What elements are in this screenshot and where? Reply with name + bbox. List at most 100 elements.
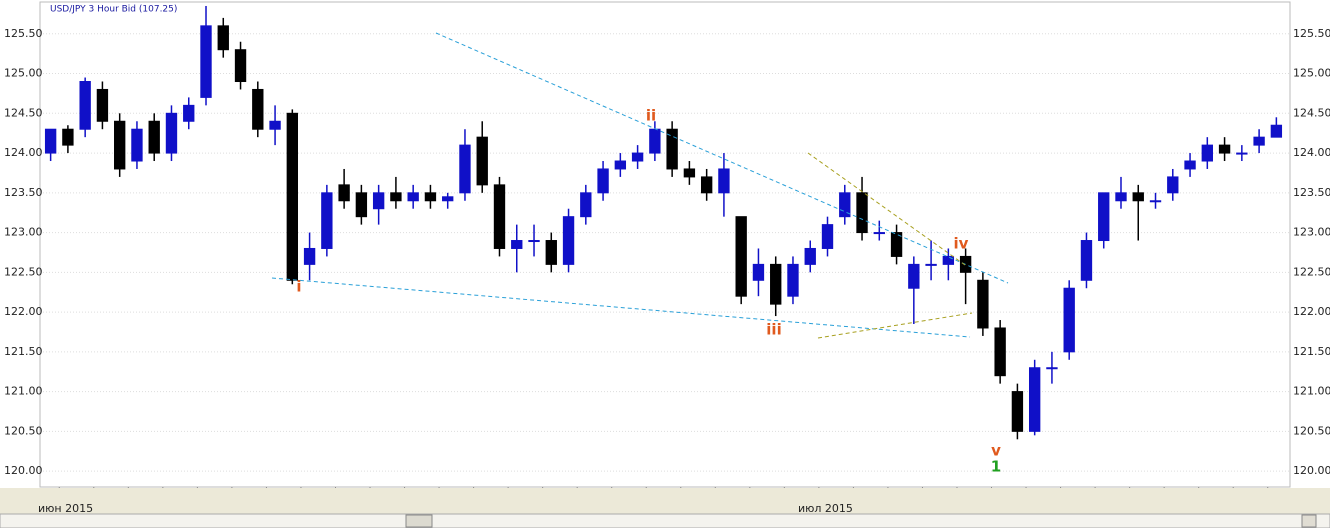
candle-body	[1098, 192, 1110, 242]
candle-body	[234, 49, 247, 83]
candle-body	[269, 120, 281, 130]
y-tick-label: 122.50	[1293, 265, 1330, 278]
candle-body	[1253, 136, 1265, 146]
candle-body	[131, 128, 143, 162]
candle-body	[908, 263, 920, 289]
wave-label: ii	[646, 107, 656, 125]
y-tick-label: 120.00	[1293, 464, 1330, 477]
candle-body	[165, 112, 178, 154]
y-tick-label: 120.00	[4, 464, 43, 477]
candle-body	[114, 120, 126, 170]
wave-label: iv	[954, 235, 969, 253]
candle-body	[1167, 176, 1179, 194]
trendline	[435, 32, 1009, 284]
plot-frame	[39, 1, 1291, 488]
candle-body	[839, 192, 851, 218]
candle-body	[96, 88, 109, 122]
candle-body	[1218, 144, 1231, 154]
trendline	[817, 312, 973, 339]
candle-body	[856, 192, 868, 234]
candle-body	[44, 128, 57, 154]
candle-body	[804, 247, 816, 265]
candle-body	[476, 136, 488, 186]
scrollbar[interactable]	[0, 513, 1330, 528]
candle-body	[649, 128, 661, 154]
candle-body	[614, 160, 627, 170]
month-label: июн 2015	[38, 502, 93, 515]
candle-body	[752, 263, 765, 281]
y-tick-label: 124.50	[1293, 106, 1330, 119]
candle-body	[183, 104, 195, 122]
scroll-button[interactable]	[1301, 514, 1317, 528]
candle-body	[718, 168, 730, 194]
candle-body	[787, 263, 799, 297]
y-tick-label: 121.00	[1293, 385, 1330, 398]
candle-body	[1011, 391, 1024, 432]
y-tick-label: 124.00	[1293, 146, 1330, 159]
candle-body	[442, 196, 454, 202]
y-tick-label: 123.00	[4, 226, 43, 239]
candle-body	[700, 176, 713, 194]
candle-body	[1201, 144, 1213, 162]
candle-body	[925, 263, 937, 266]
candle-body	[1028, 367, 1041, 432]
candle-body	[62, 128, 74, 146]
candle-body	[683, 168, 696, 178]
wave-label: i	[296, 278, 301, 296]
candle-body	[597, 168, 609, 194]
candle-body	[735, 216, 747, 297]
y-tick-label: 121.50	[1293, 345, 1330, 358]
candle-body	[511, 240, 523, 249]
candle-body	[79, 81, 91, 130]
y-tick-label: 121.50	[4, 345, 43, 358]
candle-body	[252, 88, 264, 130]
candle-body	[1236, 152, 1248, 155]
candle-body	[200, 25, 212, 98]
wave-label: 1	[991, 458, 1001, 476]
y-tick-label: 122.00	[1293, 305, 1330, 318]
candle-body	[580, 192, 592, 218]
wave-label: v	[991, 442, 1001, 460]
candle-body	[562, 216, 575, 265]
y-tick-label: 125.00	[4, 67, 43, 80]
candle-body	[994, 327, 1006, 377]
candle-body	[890, 232, 903, 257]
y-tick-label: 122.50	[4, 265, 43, 278]
candle-body	[424, 192, 437, 202]
candle-body	[355, 192, 368, 218]
candle-body	[303, 247, 316, 265]
trendline	[271, 277, 971, 338]
candle-body	[942, 255, 955, 265]
candle-body	[338, 184, 350, 202]
candle-body	[372, 192, 385, 210]
y-tick-label: 124.50	[4, 106, 43, 119]
candle-body	[528, 240, 540, 243]
candle-body	[1149, 200, 1162, 203]
month-label: июл 2015	[798, 502, 853, 515]
candle-body	[666, 128, 678, 170]
y-tick-label: 121.00	[4, 385, 43, 398]
wave-label: iii	[766, 321, 781, 339]
candle-body	[217, 25, 229, 51]
candle-body	[1046, 367, 1058, 370]
candle-body	[873, 232, 885, 235]
candle-body	[321, 192, 333, 249]
candle-body	[407, 192, 419, 202]
chart-title: USD/JPY 3 Hour Bid (107.25)	[50, 5, 177, 15]
candle-body	[1184, 160, 1196, 170]
y-tick-label: 122.00	[4, 305, 43, 318]
candle-body	[977, 279, 989, 329]
y-tick-label: 125.00	[1293, 67, 1330, 80]
candle-body	[821, 224, 834, 249]
y-tick-label: 120.50	[1293, 424, 1330, 437]
candle-body	[1115, 192, 1127, 202]
candle-body	[390, 192, 402, 202]
candle-body	[493, 184, 506, 249]
trendlines	[271, 32, 1009, 339]
candle-body	[459, 144, 471, 194]
candle-body	[286, 112, 299, 281]
scroll-thumb[interactable]	[405, 514, 433, 528]
y-tick-label: 125.50	[4, 27, 43, 40]
y-tick-label: 120.50	[4, 424, 43, 437]
